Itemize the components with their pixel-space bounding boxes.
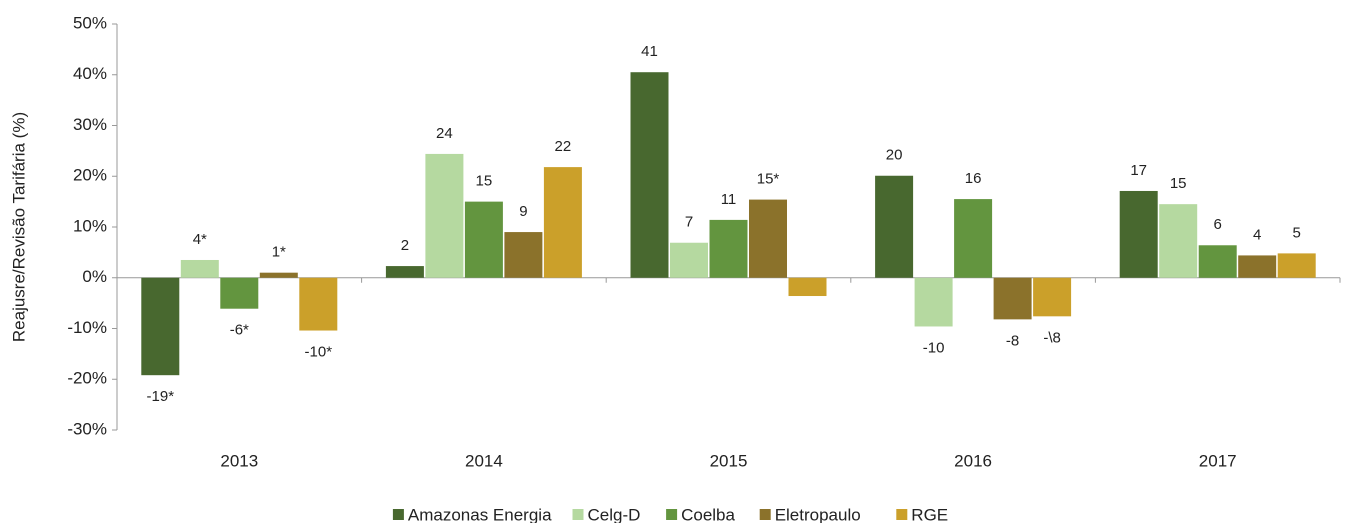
- legend-swatch: [759, 509, 771, 520]
- bar: [259, 272, 298, 278]
- bar: [141, 277, 180, 376]
- data-label: 24: [436, 125, 453, 142]
- data-label: -\8: [1043, 329, 1061, 346]
- bar: [299, 277, 338, 331]
- data-label: 11: [721, 191, 737, 208]
- bar: [875, 175, 914, 278]
- data-label: 22: [555, 138, 572, 155]
- y-tick-label: 0%: [82, 267, 107, 286]
- bar: [220, 277, 259, 309]
- legend-label: Amazonas Energia: [408, 505, 552, 523]
- data-label: 20: [886, 147, 903, 164]
- data-label: 1*: [272, 244, 286, 261]
- y-tick-label: 20%: [73, 166, 107, 185]
- legend-label: Eletropaulo: [775, 505, 861, 523]
- data-label: 15*: [757, 171, 780, 188]
- bar: [670, 242, 708, 278]
- bar: [1198, 245, 1237, 278]
- y-axis-label: Reajusre/Revisão Tarifária (%): [9, 112, 28, 342]
- data-label: -19*: [147, 388, 175, 405]
- data-label: 4: [1253, 226, 1261, 243]
- data-label: 15: [476, 173, 493, 190]
- legend-label: Coelba: [681, 505, 735, 523]
- y-tick-label: 30%: [73, 115, 107, 134]
- data-label: 15: [1170, 175, 1187, 192]
- bar: [504, 232, 543, 278]
- bar: [1119, 190, 1158, 278]
- bar: [1033, 277, 1072, 317]
- bar: [464, 201, 503, 278]
- data-label: -8: [1006, 332, 1019, 349]
- data-label: 5: [1293, 224, 1301, 241]
- y-tick-label: 50%: [73, 13, 107, 32]
- data-label: -10*: [305, 343, 333, 360]
- legend-swatch: [572, 509, 584, 520]
- data-label: 6: [1214, 216, 1222, 233]
- data-label: -6*: [230, 322, 249, 339]
- legend-label: Celg-D: [588, 505, 641, 523]
- legend-swatch: [896, 509, 908, 520]
- legend-swatch: [666, 509, 678, 520]
- bar: [543, 167, 582, 278]
- bar: [749, 199, 787, 278]
- bar: [1238, 255, 1277, 278]
- data-label: 4*: [193, 231, 207, 248]
- data-label: -10: [923, 339, 945, 356]
- bar: [385, 266, 424, 278]
- bar: [993, 277, 1032, 320]
- bar: [709, 219, 748, 278]
- bar: [1159, 204, 1198, 278]
- data-label: 7: [685, 214, 693, 231]
- x-tick-label: 2015: [710, 451, 748, 470]
- bar: [788, 277, 827, 297]
- x-tick-label: 2013: [220, 451, 258, 470]
- data-label: 17: [1130, 162, 1147, 179]
- bar: [1277, 253, 1316, 278]
- bar: [180, 259, 219, 278]
- data-label: 41: [641, 43, 658, 60]
- legend-label: RGE: [911, 505, 948, 523]
- data-label: 9: [519, 203, 527, 220]
- y-tick-label: 10%: [73, 216, 107, 235]
- x-tick-label: 2017: [1199, 451, 1237, 470]
- x-tick-label: 2014: [465, 451, 503, 470]
- bar: [425, 153, 464, 278]
- data-label: 2: [401, 237, 409, 254]
- y-tick-label: -30%: [67, 419, 107, 438]
- bar: [914, 277, 953, 327]
- data-label: 16: [965, 170, 982, 187]
- bar: [954, 199, 993, 278]
- x-tick-label: 2016: [954, 451, 992, 470]
- y-tick-label: -20%: [67, 369, 107, 388]
- bar: [630, 72, 669, 278]
- y-tick-label: 40%: [73, 64, 107, 83]
- legend-swatch: [392, 509, 404, 520]
- y-tick-label: -10%: [67, 318, 107, 337]
